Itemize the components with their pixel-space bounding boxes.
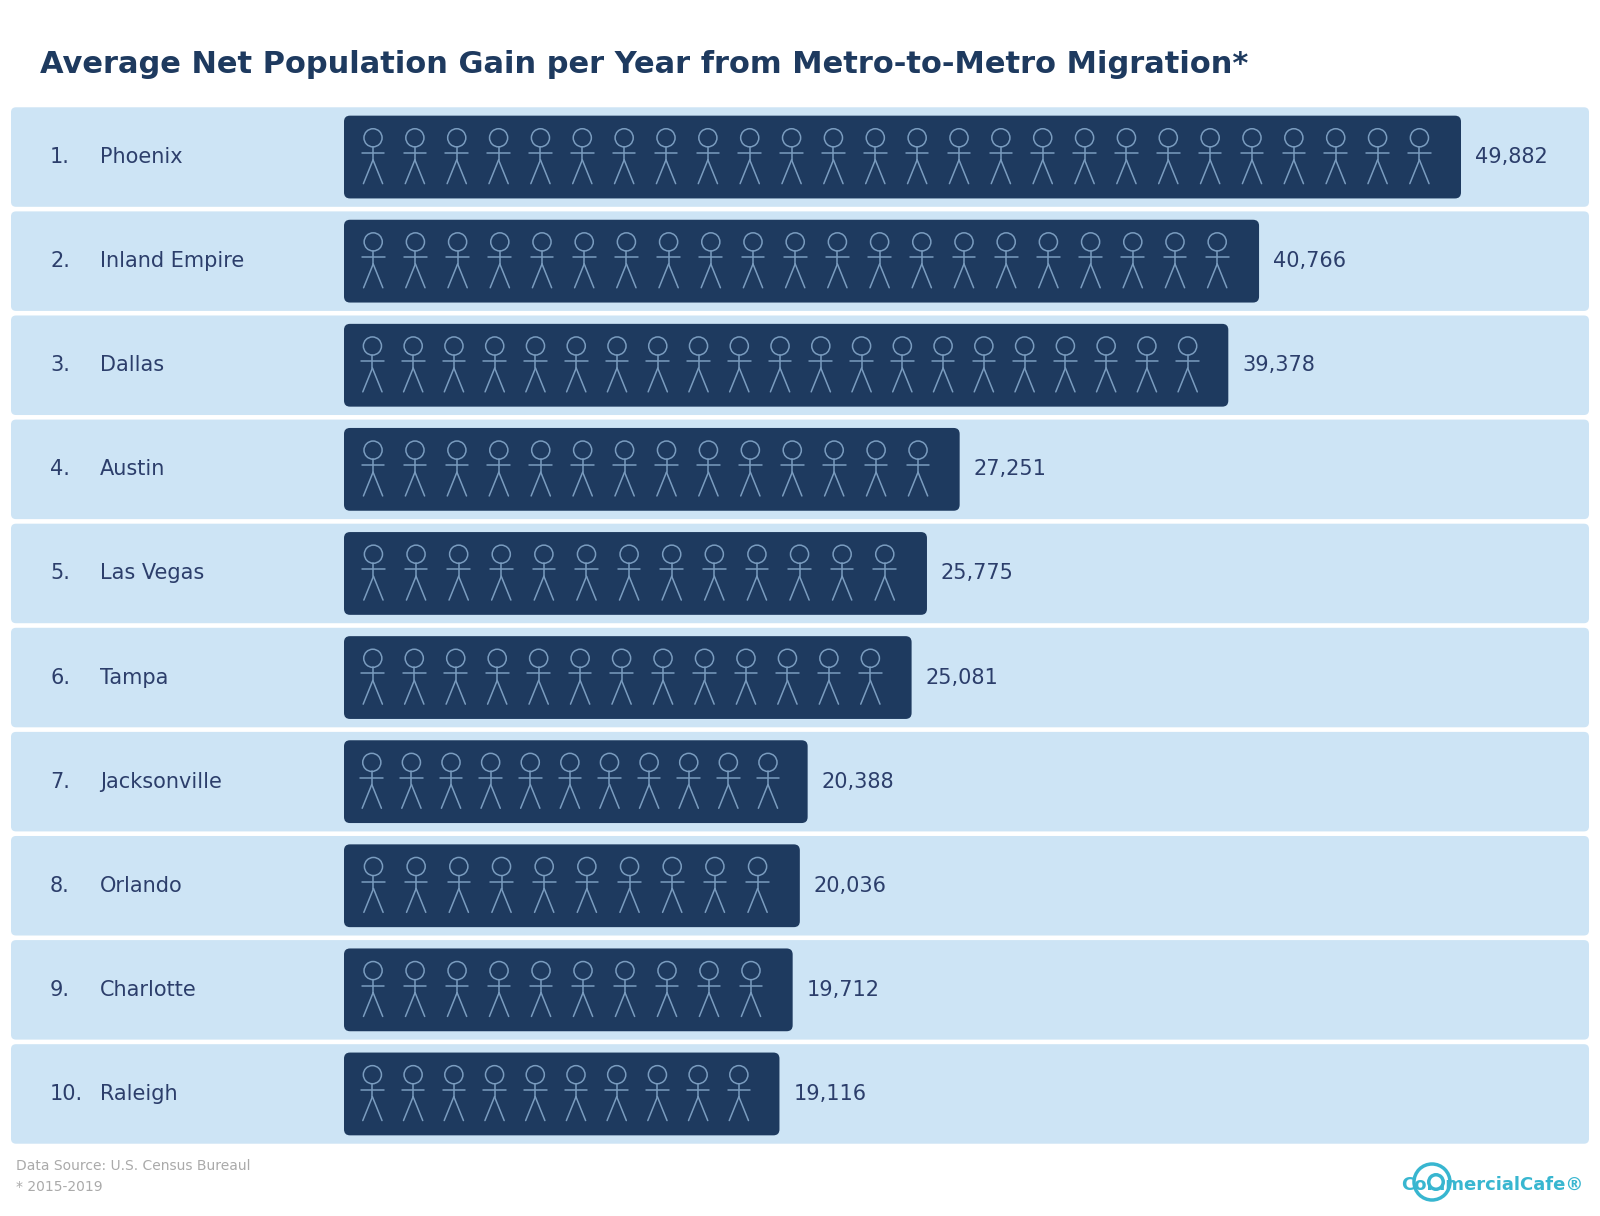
Text: 3.: 3.: [50, 355, 70, 376]
FancyBboxPatch shape: [344, 1053, 779, 1136]
Circle shape: [1430, 1177, 1442, 1188]
Text: Average Net Population Gain per Year from Metro-to-Metro Migration*: Average Net Population Gain per Year fro…: [40, 50, 1248, 79]
FancyBboxPatch shape: [11, 940, 1589, 1040]
Text: 25,081: 25,081: [926, 668, 998, 687]
FancyBboxPatch shape: [344, 323, 1229, 406]
Text: 1.: 1.: [50, 147, 70, 167]
Text: Charlotte: Charlotte: [99, 980, 197, 1000]
Text: Raleigh: Raleigh: [99, 1083, 178, 1104]
Text: 2.: 2.: [50, 252, 70, 271]
Text: 20,388: 20,388: [822, 772, 894, 792]
Text: Data Source: U.S. Census Bureaul
* 2015-2019: Data Source: U.S. Census Bureaul * 2015-…: [16, 1159, 251, 1194]
FancyBboxPatch shape: [11, 420, 1589, 519]
Text: 9.: 9.: [50, 980, 70, 1000]
FancyBboxPatch shape: [11, 107, 1589, 207]
FancyBboxPatch shape: [11, 627, 1589, 727]
FancyBboxPatch shape: [344, 844, 800, 927]
Text: 19,116: 19,116: [794, 1083, 867, 1104]
FancyBboxPatch shape: [11, 315, 1589, 415]
Text: Austin: Austin: [99, 460, 165, 479]
Text: 19,712: 19,712: [806, 980, 880, 1000]
Circle shape: [1427, 1173, 1445, 1190]
FancyBboxPatch shape: [344, 220, 1259, 303]
FancyBboxPatch shape: [344, 533, 926, 615]
Text: Tampa: Tampa: [99, 668, 168, 687]
Text: Jacksonville: Jacksonville: [99, 772, 222, 792]
Text: 7.: 7.: [50, 772, 70, 792]
Text: 49,882: 49,882: [1475, 147, 1547, 167]
Text: 10.: 10.: [50, 1083, 83, 1104]
FancyBboxPatch shape: [344, 428, 960, 511]
Text: 6.: 6.: [50, 668, 70, 687]
Text: 27,251: 27,251: [974, 460, 1046, 479]
FancyBboxPatch shape: [344, 948, 792, 1031]
Text: Las Vegas: Las Vegas: [99, 563, 205, 584]
Text: 5.: 5.: [50, 563, 70, 584]
Text: Inland Empire: Inland Empire: [99, 252, 245, 271]
Text: 8.: 8.: [50, 876, 70, 896]
FancyBboxPatch shape: [344, 636, 912, 719]
FancyBboxPatch shape: [11, 732, 1589, 832]
FancyBboxPatch shape: [11, 212, 1589, 311]
FancyBboxPatch shape: [11, 835, 1589, 935]
FancyBboxPatch shape: [344, 116, 1461, 198]
FancyBboxPatch shape: [344, 741, 808, 823]
Text: 40,766: 40,766: [1274, 252, 1346, 271]
Text: CommercialCafe®: CommercialCafe®: [1402, 1176, 1584, 1194]
Text: Orlando: Orlando: [99, 876, 182, 896]
FancyBboxPatch shape: [11, 524, 1589, 624]
Text: Phoenix: Phoenix: [99, 147, 182, 167]
FancyBboxPatch shape: [11, 1045, 1589, 1144]
Text: 20,036: 20,036: [814, 876, 886, 896]
Text: 4.: 4.: [50, 460, 70, 479]
Text: 25,775: 25,775: [941, 563, 1014, 584]
Text: Dallas: Dallas: [99, 355, 165, 376]
Text: 39,378: 39,378: [1242, 355, 1315, 376]
